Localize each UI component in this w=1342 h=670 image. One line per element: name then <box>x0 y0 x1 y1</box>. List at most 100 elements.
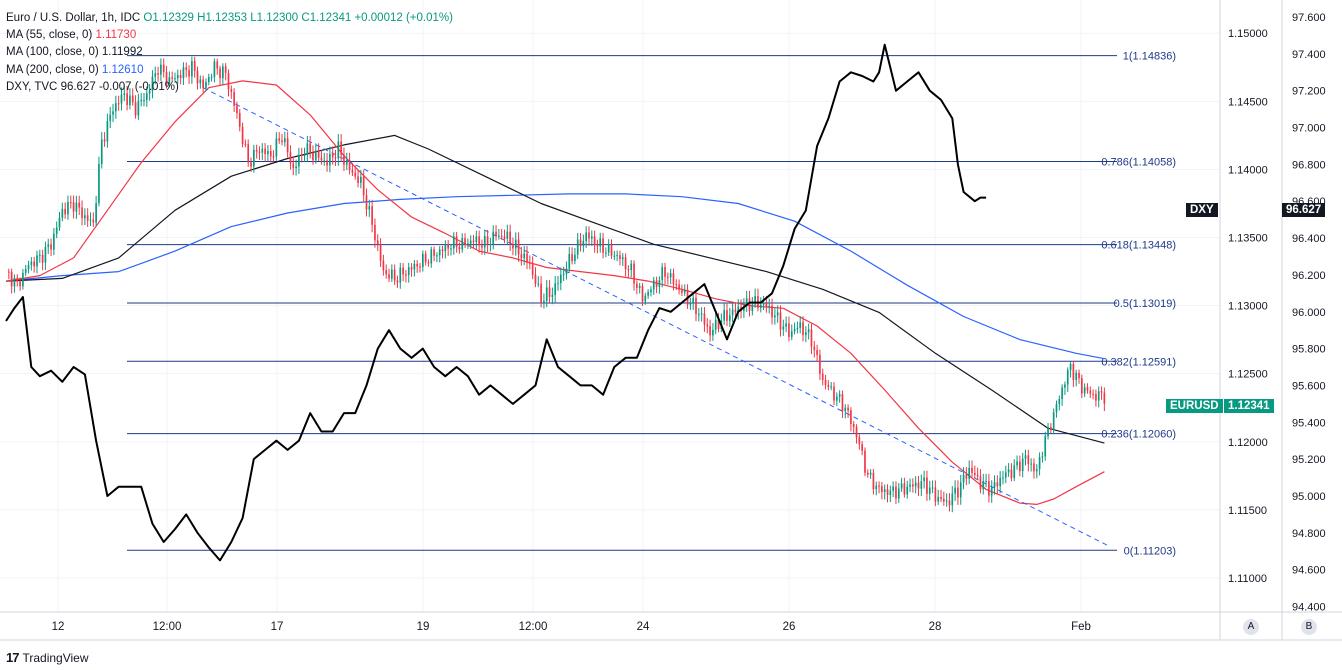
candle-down <box>881 486 883 493</box>
candle-down <box>1086 387 1089 391</box>
candle-down <box>965 474 968 479</box>
eurusd-candles <box>7 56 1106 513</box>
candle-up <box>148 90 151 94</box>
candle-up <box>585 232 588 241</box>
candle-up <box>27 265 30 269</box>
candle-down <box>441 249 444 252</box>
candle-up <box>599 238 602 247</box>
auto-scale-button-b[interactable]: B <box>1301 619 1317 635</box>
candle-up <box>568 254 571 269</box>
candle-up <box>303 154 306 156</box>
price-tick-label: 1.13000 <box>1228 301 1268 313</box>
candle-down <box>357 176 359 183</box>
legend-ma55-row[interactable]: MA (55, close, 0) 1.11730 <box>6 27 453 44</box>
candle-up <box>785 323 787 327</box>
candle-up <box>1047 427 1049 437</box>
candle-down <box>509 231 511 245</box>
candle-down <box>912 484 914 487</box>
candle-down <box>540 283 542 304</box>
candle-down <box>996 482 999 487</box>
candle-up <box>647 292 649 296</box>
time-tick-label: 26 <box>783 621 796 633</box>
dxy-tick-label: 95.000 <box>1292 491 1326 503</box>
axes: 1.15000 1.14500 1.14000 1.13500 1.13000 1.125… <box>0 0 1342 641</box>
candle-up <box>506 231 509 239</box>
candle-up <box>621 257 624 260</box>
legend-ma100-row[interactable]: MA (100, close, 0) 1.11992 <box>6 44 453 61</box>
candle-down <box>165 72 168 85</box>
candle-up <box>737 306 740 313</box>
candle-down <box>734 309 737 313</box>
candle-up <box>897 488 900 499</box>
dxy-label: DXY, TVC <box>6 80 58 93</box>
candle-up <box>58 217 61 228</box>
chart-legend: Euro / U.S. Dollar, 1h, IDC O1.12329 H1.… <box>6 10 453 96</box>
price-tick-label: 1.12500 <box>1228 369 1268 381</box>
candle-up <box>954 487 956 494</box>
candle-down <box>343 154 345 165</box>
candle-up <box>345 159 348 165</box>
legend-symbol-row[interactable]: Euro / U.S. Dollar, 1h, IDC O1.12329 H1.… <box>6 10 453 27</box>
auto-scale-button-a[interactable]: A <box>1243 619 1259 635</box>
tradingview-brand[interactable]: 17 TradingView <box>6 650 89 665</box>
candle-down <box>1103 392 1106 404</box>
candle-up <box>360 176 362 183</box>
ma100-line <box>5 134 1105 444</box>
candle-down <box>709 326 711 336</box>
candle-up <box>554 283 557 295</box>
legend-dxy-row[interactable]: DXY, TVC 96.627 -0.007 (-0.01%) <box>6 79 453 96</box>
candle-up <box>283 138 286 143</box>
candle-up <box>962 474 965 483</box>
candle-up <box>483 236 486 248</box>
candle-up <box>1064 384 1066 388</box>
candle-up <box>1021 458 1024 472</box>
candle-up <box>1041 456 1044 458</box>
dxy-price-badge: 96.627 <box>1282 203 1326 217</box>
candle-up <box>796 328 799 330</box>
dxy-change-pct: (-0.01%) <box>134 80 179 93</box>
candle-up <box>959 482 962 498</box>
candle-down <box>157 73 159 75</box>
fib-level-label: 0(1.11203) <box>1124 545 1176 557</box>
brand-name: TradingView <box>22 650 89 665</box>
candle-down <box>362 176 365 196</box>
time-tick-label: 24 <box>637 621 650 633</box>
trendline[interactable] <box>202 87 1111 548</box>
candle-down <box>593 236 596 246</box>
legend-ma200-row[interactable]: MA (200, close, 0) 1.12610 <box>6 62 453 79</box>
candle-down <box>816 350 818 355</box>
candle-up <box>306 143 309 155</box>
candle-up <box>154 73 157 77</box>
candle-down <box>548 287 551 297</box>
candle-up <box>909 484 911 487</box>
candle-up <box>30 261 33 266</box>
candle-down <box>850 410 852 425</box>
candle-up <box>723 310 726 321</box>
candle-up <box>314 150 317 161</box>
candle-down <box>596 245 599 247</box>
candle-up <box>430 249 433 264</box>
candle-up <box>207 77 210 83</box>
time-tick-label: Feb <box>1071 621 1091 633</box>
candle-up <box>1066 370 1069 385</box>
candle-down <box>528 262 531 264</box>
candle-up <box>24 268 27 273</box>
candle-up <box>1013 465 1016 478</box>
candle-up <box>444 243 447 252</box>
candle-up <box>607 244 610 253</box>
dxy-tick-label: 95.400 <box>1292 417 1326 429</box>
fibonacci-retracement[interactable]: 1(1.14836) 0.786(1.14058) 0.618(1.13448) 0.… <box>127 51 1176 558</box>
candle-up <box>869 472 872 475</box>
candle-up <box>261 148 264 153</box>
candle-down <box>312 152 314 161</box>
candle-down <box>464 238 466 245</box>
candle-up <box>1004 472 1007 478</box>
candle-up <box>700 313 703 315</box>
dxy-tick-label: 94.800 <box>1292 528 1326 540</box>
candle-up <box>36 255 38 267</box>
price-tick-label: 1.14500 <box>1228 96 1268 108</box>
candle-down <box>940 497 942 499</box>
candle-up <box>436 255 438 257</box>
candle-down <box>286 138 289 153</box>
